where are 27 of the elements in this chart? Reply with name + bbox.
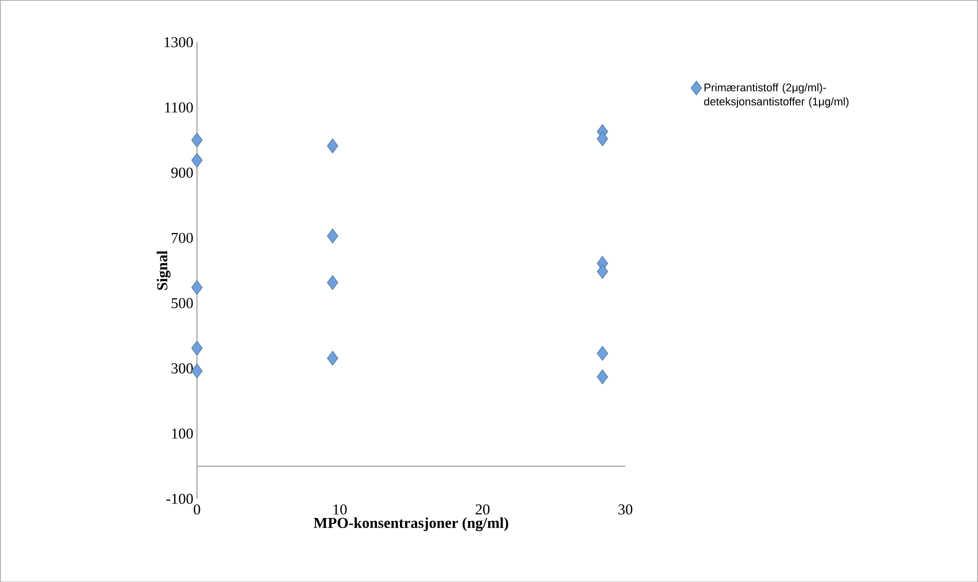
x-tick-label: 10 [334,504,347,514]
y-tick-label: 1300 [164,36,193,48]
point [596,369,608,384]
y-axis-title: Signal [156,250,170,290]
y-tick-label: 700 [172,232,193,243]
y-tick-label: 500 [172,298,193,308]
point [327,275,338,290]
x-tick-label: 30 [618,504,632,514]
x-tick-label: 20 [476,504,490,514]
point [596,264,608,279]
point [327,228,338,244]
point [327,138,338,154]
point [596,346,608,361]
y-tick-label: 300 [172,363,193,374]
point [191,340,203,356]
point [191,280,203,295]
point [191,152,203,168]
y-tick-label: -100 [166,494,193,504]
y-tick-label: 900 [171,167,193,178]
legend-label: Primærantistoff (2μg/ml)-deteksjonsantistoffer (1μg/ml) [704,83,848,108]
y-tick-label: 100 [172,428,193,438]
x-axis-title: MPO-konsentrasjoner (ng/ml) [314,517,508,531]
y-tick-label: 1100 [165,102,193,112]
point [327,350,338,366]
point [191,132,203,148]
x-tick-label: 0 [194,504,200,514]
point [596,131,608,146]
